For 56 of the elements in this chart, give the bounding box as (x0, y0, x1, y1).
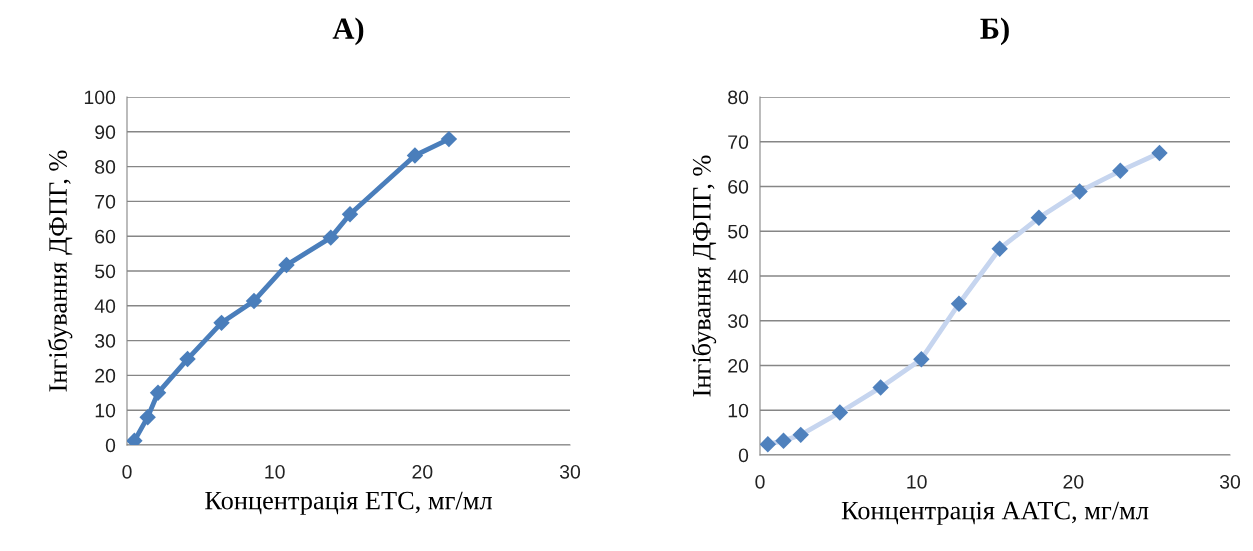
y-tick-label: 80 (728, 90, 749, 105)
point (792, 426, 809, 444)
x-tick-label: 30 (1219, 474, 1241, 489)
y-tick-label: 90 (95, 125, 116, 140)
x-tick-label: 0 (122, 464, 132, 479)
point (1071, 183, 1088, 200)
point (1030, 209, 1048, 227)
point (913, 351, 930, 368)
y-tick-label: 100 (84, 90, 116, 105)
y-tick-label: 20 (728, 358, 749, 373)
y-tick-label: 70 (95, 194, 116, 209)
y-tick-label: 40 (94, 299, 116, 314)
point (245, 292, 263, 310)
chart-title: А) (332, 17, 364, 46)
chart-title: Б) (980, 17, 1009, 46)
y-tick-label: 70 (728, 135, 749, 149)
x-axis-title: Концентрація ЕТС, мг/мл (205, 491, 493, 515)
point (213, 314, 230, 332)
y-axis-title: Інгібування ДФПГ, % (691, 155, 717, 397)
x-tick-label: 20 (412, 464, 433, 479)
y-tick-label: 0 (105, 438, 116, 453)
point (341, 206, 359, 223)
point (1151, 144, 1168, 162)
point (139, 408, 156, 426)
point (1112, 162, 1129, 180)
point (179, 350, 196, 368)
point (775, 432, 792, 449)
point (872, 379, 889, 396)
point (950, 295, 968, 312)
y-tick-label: 60 (728, 179, 749, 194)
point (278, 256, 295, 274)
y-tick-label: 0 (738, 448, 749, 463)
point (322, 229, 339, 246)
x-tick-label: 10 (265, 464, 285, 479)
y-tick-label: 30 (95, 334, 116, 348)
y-tick-label: 10 (95, 403, 116, 418)
y-tick-label: 10 (728, 403, 749, 418)
point (831, 404, 849, 421)
y-tick-label: 40 (727, 269, 749, 284)
y-tick-label: 30 (728, 314, 749, 328)
point (406, 147, 424, 164)
point (149, 384, 167, 402)
y-tick-label: 50 (728, 224, 749, 239)
y-tick-label: 50 (95, 264, 116, 279)
x-tick-label: 0 (755, 474, 765, 489)
y-tick-label: 60 (95, 229, 116, 244)
x-tick-label: 10 (907, 474, 927, 489)
y-tick-label: 80 (95, 160, 116, 174)
x-tick-label: 30 (559, 464, 581, 479)
point (991, 240, 1008, 257)
y-tick-label: 20 (95, 368, 116, 383)
x-axis-title: Концентрація ААТС, мг/мл (841, 501, 1149, 525)
x-tick-label: 20 (1063, 474, 1084, 489)
point (760, 436, 777, 453)
y-axis-title: Інгібування ДФПГ, % (47, 150, 73, 392)
point (440, 130, 458, 148)
